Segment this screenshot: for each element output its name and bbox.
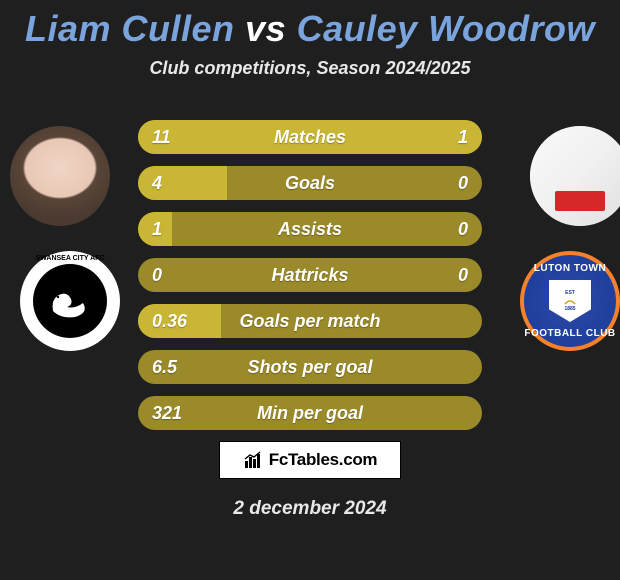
- chart-bars-icon: [243, 449, 265, 471]
- subtitle: Club competitions, Season 2024/2025: [0, 58, 620, 79]
- stat-label: Hattricks: [271, 265, 348, 286]
- stat-value-left: 1: [152, 219, 162, 240]
- player2-photo: [530, 126, 620, 226]
- club2-name-top: LUTON TOWN: [534, 263, 606, 274]
- stat-value-left: 4: [152, 173, 162, 194]
- stat-value-right: 0: [458, 173, 468, 194]
- title-player1: Liam Cullen: [25, 8, 235, 49]
- stat-row: 6.5 Shots per goal: [138, 350, 482, 384]
- club2-shield-icon: EST 1885: [549, 280, 591, 322]
- stat-label: Goals per match: [239, 311, 380, 332]
- club1-name: SWANSEA CITY AFC: [36, 255, 105, 262]
- title-player2: Cauley Woodrow: [297, 8, 595, 49]
- stat-row: 11 Matches 1: [138, 120, 482, 154]
- title-vs: vs: [245, 8, 286, 49]
- swan-icon: [33, 264, 107, 338]
- stat-row: 1 Assists 0: [138, 212, 482, 246]
- stat-value-left: 11: [152, 127, 171, 148]
- page-title: Liam Cullen vs Cauley Woodrow: [0, 0, 620, 50]
- stat-value-left: 0.36: [152, 311, 187, 332]
- stat-row: 4 Goals 0: [138, 166, 482, 200]
- stat-value-left: 321: [152, 403, 182, 424]
- stat-label: Shots per goal: [247, 357, 372, 378]
- stat-row: 321 Min per goal: [138, 396, 482, 430]
- stat-label: Min per goal: [257, 403, 363, 424]
- player2-avatar: [530, 126, 620, 226]
- stat-label: Assists: [278, 219, 342, 240]
- stat-value-right: 0: [458, 219, 468, 240]
- stat-label: Goals: [285, 173, 335, 194]
- date-label: 2 december 2024: [0, 498, 620, 520]
- stat-rows: 11 Matches 1 4 Goals 0 1 Assists 0 0 Hattricks 0 0.3…: [138, 120, 482, 442]
- stat-value-right: 0: [458, 265, 468, 286]
- source-name: FcTables.com: [269, 450, 378, 470]
- stat-label: Matches: [274, 127, 346, 148]
- club2-year: 1885: [564, 306, 575, 312]
- stat-value-left: 6.5: [152, 357, 177, 378]
- player1-club-badge: SWANSEA CITY AFC: [20, 251, 120, 351]
- club2-name-bottom: FOOTBALL CLUB: [524, 328, 615, 339]
- stat-row: 0 Hattricks 0: [138, 258, 482, 292]
- stat-value-right: 1: [458, 127, 468, 148]
- player1-avatar: [10, 126, 110, 226]
- player2-club-badge: LUTON TOWN EST 1885 FOOTBALL CLUB: [520, 251, 620, 351]
- stat-value-left: 0: [152, 265, 162, 286]
- source-badge: FcTables.com: [219, 441, 401, 479]
- stat-row: 0.36 Goals per match: [138, 304, 482, 338]
- player1-photo: [10, 126, 110, 226]
